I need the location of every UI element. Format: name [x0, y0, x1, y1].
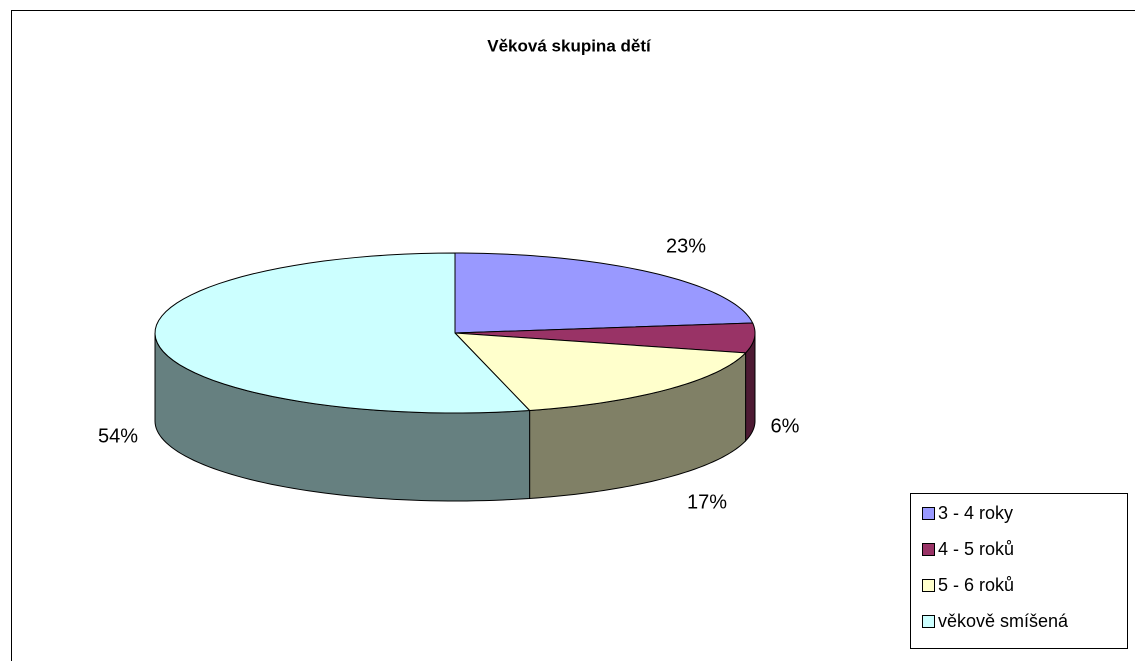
chart-title: Věková skupina dětí — [487, 36, 652, 55]
legend-label: 5 - 6 roků — [938, 575, 1014, 595]
data-label: 6% — [771, 415, 800, 437]
data-label: 23% — [666, 235, 706, 257]
legend-label: 3 - 4 roky — [938, 503, 1013, 523]
legend-swatch — [922, 507, 935, 520]
data-label: 17% — [687, 491, 727, 513]
legend-swatch — [922, 543, 935, 556]
legend-swatch — [922, 579, 935, 592]
legend-swatch — [922, 615, 935, 628]
legend-box — [910, 493, 1128, 649]
pie-slice — [453, 332, 747, 412]
pie-slice — [454, 252, 754, 334]
data-label: 54% — [98, 425, 138, 447]
pie-slice — [454, 322, 756, 354]
legend-label: věkově smíšená — [938, 611, 1069, 631]
pie-slice — [154, 252, 531, 414]
legend-label: 4 - 5 roků — [938, 539, 1014, 559]
